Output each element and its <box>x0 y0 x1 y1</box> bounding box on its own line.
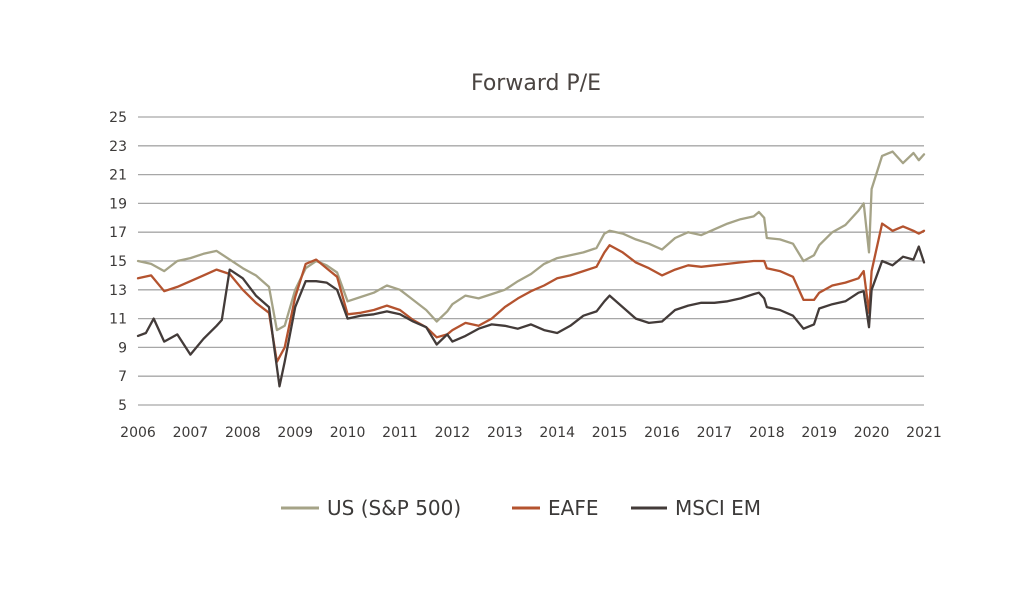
y-tick-label: 25 <box>109 110 127 126</box>
y-tick-label: 5 <box>118 398 127 414</box>
series-lines <box>136 150 926 388</box>
chart-title: Forward P/E <box>471 71 601 96</box>
x-tick-label: 2017 <box>697 425 733 441</box>
x-tick-label: 2009 <box>277 425 313 441</box>
grid-lines <box>138 116 924 406</box>
series-line-msci-em <box>136 245 926 388</box>
x-tick-label: 2011 <box>382 425 418 441</box>
y-tick-label: 17 <box>109 225 127 241</box>
y-tick-label: 13 <box>109 283 127 299</box>
x-tick-label: 2014 <box>539 425 575 441</box>
legend: US (S&P 500) EAFE MSCI EM <box>281 496 761 520</box>
legend-label: US (S&P 500) <box>327 496 461 520</box>
x-tick-label: 2008 <box>225 425 261 441</box>
x-tick-label: 2010 <box>330 425 366 441</box>
x-axis-ticks: 2006 2007 2008 2009 2010 2011 2012 2013 2014 2015… <box>120 425 942 441</box>
x-tick-label: 2021 <box>906 425 942 441</box>
series-line-eafe <box>136 222 926 363</box>
y-tick-label: 15 <box>109 254 127 270</box>
legend-label: EAFE <box>548 496 598 520</box>
x-tick-label: 2016 <box>644 425 680 441</box>
y-tick-label: 19 <box>109 196 127 212</box>
x-tick-label: 2012 <box>435 425 471 441</box>
y-tick-label: 21 <box>109 168 127 184</box>
legend-label: MSCI EM <box>675 496 761 520</box>
x-tick-label: 2020 <box>854 425 890 441</box>
x-tick-label: 2018 <box>749 425 785 441</box>
y-tick-label: 23 <box>109 139 127 155</box>
x-tick-label: 2013 <box>487 425 523 441</box>
series-line-us-s-p-500 <box>136 150 926 332</box>
x-tick-label: 2015 <box>592 425 628 441</box>
y-tick-label: 9 <box>118 340 127 356</box>
x-tick-label: 2006 <box>120 425 156 441</box>
y-tick-label: 11 <box>109 312 127 328</box>
y-tick-label: 7 <box>118 369 127 385</box>
x-tick-label: 2007 <box>173 425 209 441</box>
y-axis-ticks: 5 7 9 11 13 15 17 19 21 23 25 <box>109 110 127 414</box>
x-tick-label: 2019 <box>801 425 837 441</box>
